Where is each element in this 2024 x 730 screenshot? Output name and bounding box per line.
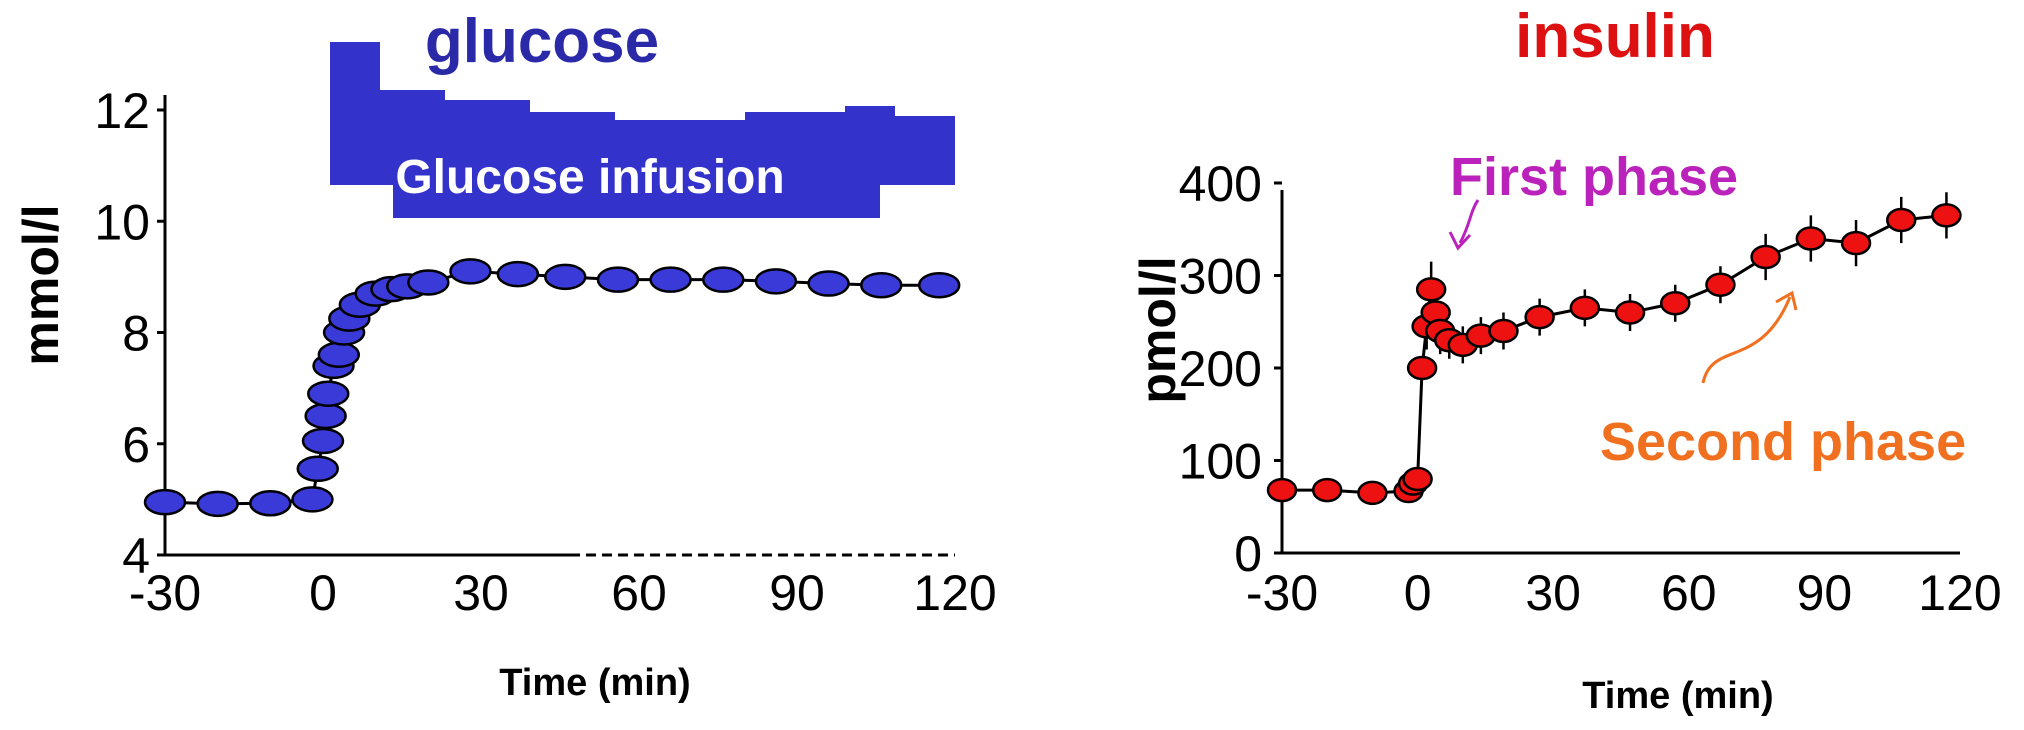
insulin-y-tick-label: 0: [1234, 526, 1262, 582]
glucose-x-tick-label: 30: [453, 565, 509, 621]
insulin-data-point: [1659, 291, 1691, 316]
glucose-y-tick-label: 12: [94, 83, 150, 139]
glucose-infusion-label: Glucose infusion: [395, 151, 784, 204]
insulin-data-point: [1705, 272, 1736, 297]
glucose-chart: Glucose infusion glucose 4 6 8 10 12 -30 0 30 6…: [13, 7, 997, 704]
glucose-data-point: [196, 490, 239, 518]
insulin-data-point: [1885, 207, 1917, 233]
glucose-data-point: [301, 427, 345, 455]
insulin-data-point: [1402, 466, 1433, 492]
insulin-y-tick-label: 200: [1179, 341, 1262, 397]
insulin-data-point: [1488, 318, 1519, 344]
insulin-y-tick-label: 400: [1179, 156, 1262, 212]
glucose-axes: [163, 95, 955, 557]
first-phase-arrow: [1458, 199, 1480, 244]
insulin-data-point: [1357, 480, 1388, 506]
glucose-x-tick-label: 60: [611, 565, 667, 621]
insulin-x-tick-label: 0: [1404, 565, 1432, 621]
glucose-data-point: [807, 270, 850, 297]
glucose-x-tick-label: 120: [913, 565, 996, 621]
insulin-data-point: [1266, 477, 1298, 503]
glucose-x-tick-label: 0: [309, 565, 337, 621]
second-phase-label: Second phase: [1600, 412, 1966, 472]
first-phase-label: First phase: [1450, 147, 1738, 207]
glucose-y-tick-label: 4: [122, 528, 150, 584]
glucose-y-ticks: 4 6 8 10 12: [94, 83, 165, 584]
glucose-data-point: [917, 271, 961, 299]
insulin-title: insulin: [1515, 2, 1715, 71]
glucose-data-point: [249, 490, 292, 517]
insulin-data-point: [1406, 355, 1438, 381]
second-phase-arrowhead: [1775, 290, 1798, 311]
glucose-data-point: [296, 455, 339, 483]
glucose-data-point: [307, 380, 350, 407]
glucose-data-point: [702, 266, 745, 293]
insulin-data-point: [1311, 477, 1343, 503]
insulin-x-tick-label: 60: [1661, 565, 1717, 621]
insulin-x-label: Time (min): [1582, 675, 1773, 717]
glucose-data-point: [596, 266, 640, 293]
glucose-data-point: [407, 269, 450, 296]
insulin-y-ticks: 0 100 200 300 400: [1179, 156, 1282, 582]
glucose-y-label: mmol/l: [13, 204, 69, 365]
glucose-data-point: [754, 268, 798, 295]
glucose-series: [143, 258, 961, 518]
glucose-data-point: [649, 266, 692, 293]
insulin-data-point: [1524, 304, 1555, 330]
first-phase-arrowhead: [1448, 231, 1472, 251]
glucose-data-point: [304, 402, 347, 430]
glucose-title: glucose: [425, 7, 659, 76]
insulin-x-tick-label: -30: [1246, 565, 1318, 621]
insulin-data-point: [1415, 277, 1447, 302]
glucose-x-ticks: -30 0 30 60 90 120: [129, 565, 997, 621]
insulin-data-point: [1614, 300, 1646, 325]
insulin-data-point: [1795, 226, 1827, 251]
glucose-y-tick-label: 6: [122, 417, 150, 473]
glucose-y-tick-label: 10: [94, 194, 150, 250]
glucose-data-point: [496, 260, 540, 288]
glucose-data-point: [544, 263, 587, 291]
insulin-data-point: [1931, 203, 1962, 228]
insulin-data-point: [1840, 230, 1872, 256]
insulin-data-point: [1569, 295, 1601, 321]
insulin-x-ticks: -30 0 30 60 90 120: [1246, 565, 2002, 621]
second-phase-arrow: [1701, 296, 1792, 384]
insulin-data-point: [1750, 244, 1781, 270]
insulin-x-tick-label: 120: [1918, 565, 2001, 621]
glucose-data-point: [449, 258, 492, 285]
glucose-data-point: [860, 271, 903, 299]
glucose-series-line: [164, 269, 940, 506]
glucose-data-point: [317, 341, 361, 368]
insulin-x-tick-label: 90: [1797, 565, 1853, 621]
glucose-x-tick-label: -30: [129, 565, 201, 621]
insulin-series: [1266, 192, 1962, 506]
insulin-y-tick-label: 100: [1179, 434, 1262, 490]
insulin-y-tick-label: 300: [1179, 249, 1262, 305]
insulin-y-label: pmol/l: [1130, 256, 1186, 403]
glucose-y-tick-label: 8: [122, 306, 150, 362]
glucose-x-tick-label: 90: [769, 565, 825, 621]
glucose-x-label: Time (min): [499, 662, 690, 704]
glucose-data-point: [143, 488, 187, 516]
glucose-data-point: [291, 486, 334, 513]
glucose-infusion-bar: [330, 42, 955, 218]
insulin-x-tick-label: 30: [1525, 565, 1581, 621]
